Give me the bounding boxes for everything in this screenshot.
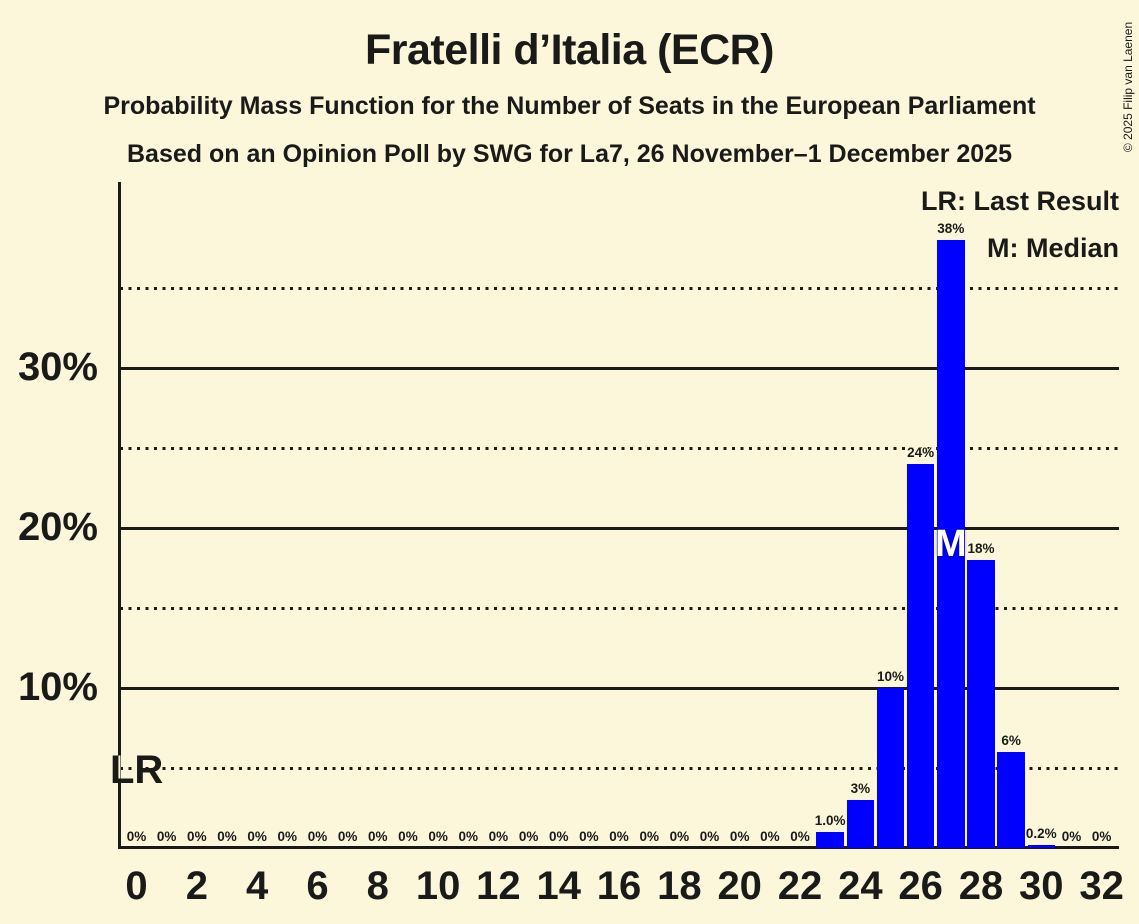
x-tick-label-12: 12 [476,864,521,908]
gridline-dotted-15pct [120,606,1119,610]
chart-subtitle-poll: Based on an Opinion Poll by SWG for La7,… [127,140,1012,168]
bar-value-label-seat-20: 0% [729,829,750,844]
legend-last-result: LR: Last Result [920,186,1119,216]
x-tick-label-10: 10 [415,864,461,908]
bar-seat-27 [937,240,965,848]
x-tick-label-6: 6 [306,864,329,908]
bar-value-label-seat-32: 0% [1091,829,1112,844]
bar-value-label-seat-16: 0% [609,829,629,844]
bar-value-label-seat-26: 24% [907,445,935,460]
bar-value-label-seat-30: 0.2% [1025,825,1057,841]
bar-value-label-seat-1: 0% [156,829,177,844]
bar-value-label-seat-17: 0% [639,829,659,844]
bar-value-label-seat-31: 0% [1061,829,1082,844]
bar-value-label-seat-21: 0% [760,829,780,844]
x-tick-label-22: 22 [777,864,823,908]
bar-value-label-seat-0: 0% [126,829,147,844]
bar-value-label-seat-10: 0% [428,829,448,844]
y-tick-label-20pct: 20% [17,505,98,549]
bar-value-label-seat-2: 0% [187,829,207,844]
chart-subtitle-function: Probability Mass Function for the Number… [103,92,1036,120]
bar-seat-26 [906,464,935,848]
bar-seat-29 [997,752,1025,848]
x-tick-label-16: 16 [596,864,642,908]
y-axis-line [118,182,121,849]
bar-value-label-seat-28: 18% [967,541,995,556]
bar-value-label-seat-4: 0% [247,829,267,844]
x-tick-label-26: 26 [898,864,943,908]
x-tick-label-14: 14 [536,864,581,908]
y-tick-label-10pct: 10% [17,665,98,709]
y-tick-label-30pct: 30% [17,345,98,389]
bar-value-label-seat-24: 3% [850,781,871,796]
x-tick-label-30: 30 [1019,864,1064,908]
gridline-dotted-35pct [120,286,1119,290]
bar-seat-30 [1027,844,1056,848]
bar-value-label-seat-7: 0% [337,829,358,844]
bar-value-label-seat-3: 0% [217,829,237,844]
bar-value-label-seat-19: 0% [699,829,720,844]
bar-value-label-seat-15: 0% [579,829,599,844]
gridline-solid-10pct [120,686,1119,690]
x-tick-label-24: 24 [838,864,883,908]
gridline-solid-20pct [120,526,1119,530]
bar-value-label-seat-22: 0% [790,829,810,844]
bar-value-label-seat-12: 0% [488,829,509,844]
legend-median: M: Median [987,233,1119,263]
median-marker: M [934,523,967,565]
copyright-notice: © 2025 Filip van Laenen [1121,21,1135,153]
gridline-dotted-25pct [120,446,1119,450]
bar-seat-23 [816,832,844,848]
bar-value-label-seat-27: 38% [937,221,965,236]
x-tick-label-18: 18 [657,864,702,908]
plot-area: 0% 0% 0% 0% 0% 0% 0% 0% 0% 0% 0% 0% 0% 0% 0% 0% 0% 0% 0% 0%… [120,182,1119,848]
bar-seat-25 [876,688,905,848]
bar-value-label-seat-13: 0% [518,829,539,844]
x-tick-label-28: 28 [958,864,1004,908]
bar-value-label-seat-23: 1.0% [814,813,846,828]
gridline-dotted-5pct [120,766,1119,770]
x-tick-label-4: 4 [246,864,269,908]
gridline-solid-30pct [120,366,1119,370]
last-result-marker: LR [110,748,164,792]
x-tick-label-8: 8 [366,864,389,908]
bar-value-label-seat-8: 0% [368,829,388,844]
x-tick-label-2: 2 [185,864,208,908]
bar-value-label-seat-6: 0% [307,829,328,844]
x-tick-label-0: 0 [125,864,148,908]
bar-value-label-seat-14: 0% [548,829,569,844]
bar-value-label-seat-5: 0% [277,829,298,844]
bar-value-label-seat-9: 0% [398,829,418,844]
chart-title: Fratelli d’Italia (ECR) [364,26,775,74]
bar-seat-24 [846,800,875,848]
bar-value-label-seat-25: 10% [876,669,905,684]
x-axis-line [118,846,1119,849]
bar-seat-28 [967,560,995,848]
bar-value-label-seat-29: 6% [1001,733,1021,748]
x-tick-label-20: 20 [717,864,762,908]
bar-value-label-seat-11: 0% [458,829,479,844]
bar-value-label-seat-18: 0% [669,829,690,844]
x-tick-label-32: 32 [1079,864,1124,908]
